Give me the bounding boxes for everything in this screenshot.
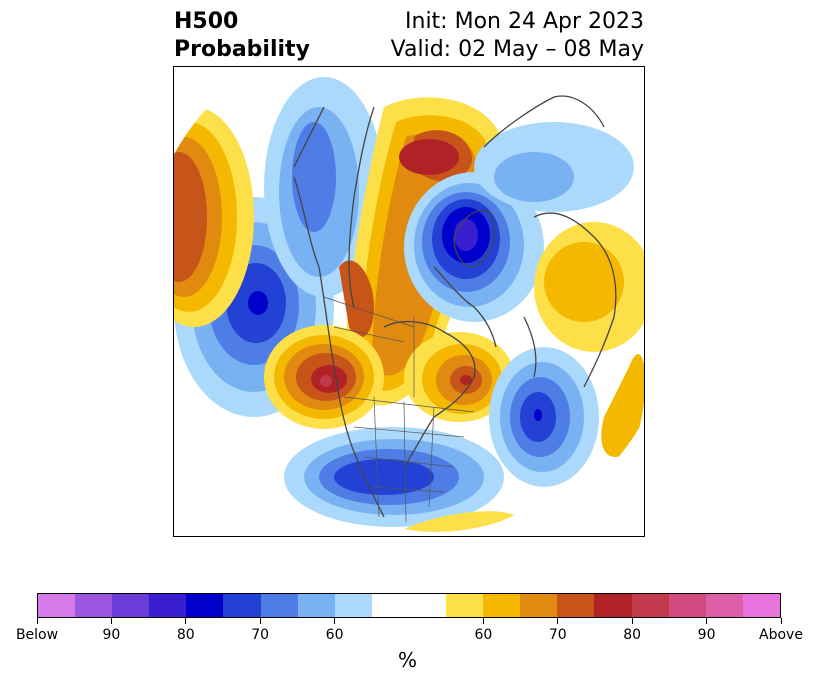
colorbar-tick [557, 618, 559, 624]
title-product: Probability [174, 37, 310, 62]
colorbar-tick-label: 70 [251, 627, 270, 643]
colorbar-tick [259, 618, 261, 624]
colorbar-tick [334, 618, 336, 624]
colorbar-segment [260, 594, 298, 617]
colorbar-tick-label: 90 [102, 627, 121, 643]
colorbar-tick-label: 60 [474, 627, 493, 643]
colorbar-segment [149, 594, 187, 617]
colorbar-tick-label: 60 [325, 627, 344, 643]
colorbar-segment [520, 594, 558, 617]
title-right: Init: Mon 24 Apr 2023 Valid: 02 May – 08… [391, 8, 644, 64]
colorbar-segment [334, 594, 372, 617]
globe-mask [174, 67, 644, 536]
colorbar-tick [780, 618, 782, 624]
colorbar-segment [742, 594, 780, 617]
west-ridge-anomaly [264, 325, 384, 429]
colorbar-segment [557, 594, 595, 617]
title-left: H500 Probability [174, 8, 310, 64]
colorbar-tick-label: 80 [176, 627, 195, 643]
map-canvas [174, 67, 644, 536]
colorbar-segment [483, 594, 521, 617]
political-boundaries [323, 296, 475, 523]
colorbar-segment [186, 594, 224, 617]
atlantic-trough-anomaly [489, 347, 599, 487]
arctic-trough-anomaly [474, 122, 634, 212]
colorbar-segment [112, 594, 150, 617]
colorbar-tick [631, 618, 633, 624]
colorbar-segment [297, 594, 335, 617]
colorbar-segment [446, 594, 484, 617]
colorbar-tick-label: 90 [697, 627, 716, 643]
coastlines [293, 95, 617, 518]
colorbar-segment [223, 594, 261, 617]
title-variable: H500 [174, 9, 239, 34]
colorbar-tick [36, 618, 38, 624]
colorbar-segment [668, 594, 706, 617]
nw-pacific-ridge-anomaly [174, 107, 254, 327]
colorbar-segment [75, 594, 113, 617]
colorbar [37, 593, 781, 618]
colorbar-tick [110, 618, 112, 624]
colorbar-tick-label: 70 [548, 627, 567, 643]
colorbar-segment [705, 594, 743, 617]
colorbar-segment [408, 594, 447, 617]
colorbar-tick [706, 618, 708, 624]
colorbar-unit: % [398, 648, 418, 672]
alaska-trough-anomaly [264, 77, 384, 297]
colorbar-tick [185, 618, 187, 624]
subtropical-ridge-anomaly [404, 511, 514, 532]
colorbar-tick-label: 80 [623, 627, 642, 643]
colorbar-segment [594, 594, 632, 617]
colorbar-segment [631, 594, 669, 617]
colorbar-segment [38, 594, 76, 617]
valid-period: Valid: 02 May – 08 May [390, 37, 644, 62]
init-date: Init: Mon 24 Apr 2023 [405, 9, 644, 34]
probability-map [173, 66, 645, 537]
europe-ridge-anomaly [534, 222, 644, 457]
colorbar-segment [371, 594, 409, 617]
us-trough-anomaly [284, 427, 504, 527]
east-canada-ridge-anomaly [404, 332, 514, 422]
colorbar-tick-label: Below [15, 627, 59, 643]
colorbar-tick [482, 618, 484, 624]
colorbar-tick-label: Above [759, 627, 803, 643]
